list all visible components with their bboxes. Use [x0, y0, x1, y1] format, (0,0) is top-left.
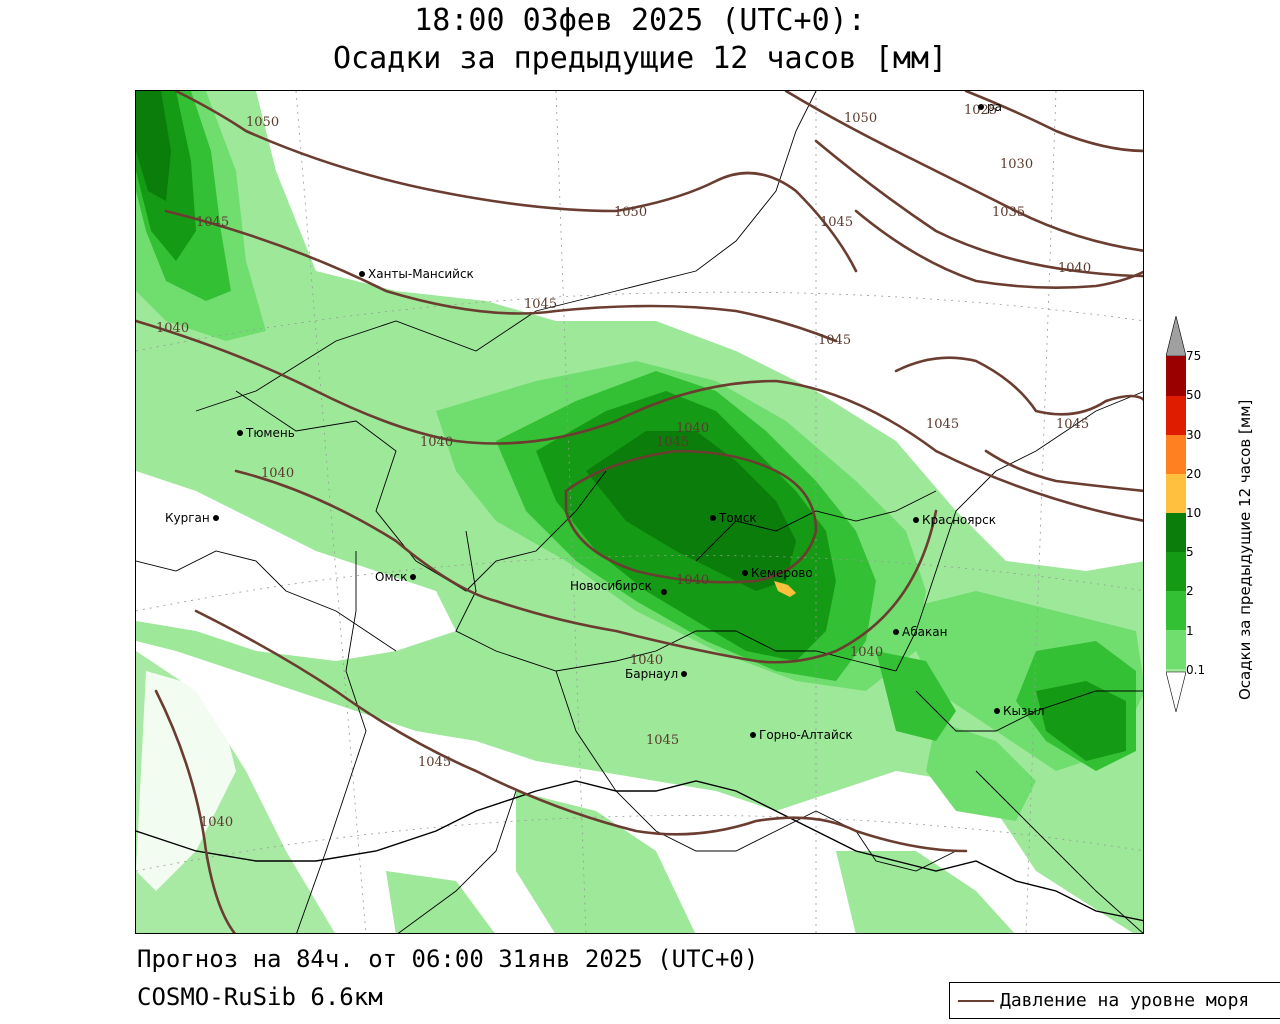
isobar-label: 1040	[630, 653, 664, 668]
city-kyzyl: Кызыл	[994, 703, 1045, 718]
city-omsk: Омск	[372, 569, 417, 584]
city-dot	[410, 573, 417, 580]
legend-tick: 10	[1186, 506, 1202, 520]
city-dot	[994, 707, 1000, 714]
city-dot	[212, 514, 219, 521]
city-dot	[710, 514, 716, 521]
city-kemerovo: Кемерово	[742, 565, 813, 580]
city-name: Курган	[165, 510, 210, 525]
city-name: Красноярск	[922, 512, 996, 527]
model-name: COSMO-RuSib 6.6км	[137, 983, 383, 1011]
legend-label: Осадки за предыдущие 12 часов [мм]	[1236, 399, 1254, 700]
pressure-legend: Давление на уровне моря	[949, 982, 1280, 1019]
city-dot	[681, 670, 688, 677]
city-barnaul: Барнаул	[622, 666, 688, 681]
city-dot	[750, 731, 756, 738]
isobar-label: 1045	[524, 297, 558, 312]
isobar-label: 1050	[844, 111, 878, 126]
legend-75	[1166, 356, 1186, 396]
city-name: Омск	[375, 569, 408, 584]
legend-tick: 2	[1186, 584, 1194, 598]
city-name: Ханты-Мансийск	[368, 266, 474, 281]
isobar-label: 1035	[992, 205, 1026, 220]
city-gorno-altaysk: Горно-Алтайск	[750, 727, 853, 742]
city-name: Тюмень	[246, 425, 295, 440]
graticule	[136, 91, 1143, 933]
legend-5	[1166, 552, 1186, 591]
legend-tick: 1	[1186, 624, 1194, 638]
city-name: Абакан	[902, 624, 948, 639]
forecast-info: Прогноз на 84ч. от 06:00 31янв 2025 (UTC…	[137, 945, 759, 973]
isobar-label: 1045	[656, 435, 690, 450]
city-dot	[978, 103, 984, 110]
city-krasnoyarsk: Красноярск	[913, 512, 996, 527]
city-dot	[237, 429, 243, 436]
precip-layer-10mm	[136, 91, 796, 591]
legend-10	[1166, 513, 1186, 552]
legend-tick: 0.1	[1186, 663, 1206, 677]
isobar-line-sample	[958, 1000, 994, 1002]
legend-tick: 5	[1186, 545, 1194, 559]
isobar-label: 1050	[246, 115, 280, 130]
city-name: Барнаул	[625, 666, 679, 681]
map-canvas	[136, 91, 1143, 933]
isobar-label: 1045	[1056, 417, 1090, 432]
isobar-label: 1030	[1000, 157, 1034, 172]
city-tomsk: Томск	[710, 510, 757, 525]
city-name: Томск	[719, 510, 757, 525]
city-tyumen: Тюмень	[237, 425, 295, 440]
legend-2	[1166, 591, 1186, 630]
isobar-label: 1040	[156, 321, 190, 336]
city-dot	[913, 516, 919, 523]
legend-tick: 50	[1186, 388, 1202, 402]
city-abakan: Абакан	[893, 624, 947, 639]
city-dot	[359, 270, 365, 277]
isobars	[136, 91, 1143, 933]
city-name: Кызыл	[1003, 703, 1045, 718]
map-title: 18:00 03фев 2025 (UTC+0):	[414, 3, 866, 38]
isobar-label: 1040	[1058, 261, 1092, 276]
city-dot	[893, 628, 899, 635]
city-name: Кемерово	[751, 565, 813, 580]
pressure-legend-label: Давление на уровне моря	[1000, 990, 1250, 1011]
isobar-label: 1040	[676, 421, 710, 436]
isobar-label: 1025	[964, 103, 998, 118]
legend-1	[1166, 630, 1186, 669]
isobar-label: 1045	[646, 733, 680, 748]
city-name: Новосибирск	[570, 578, 652, 593]
isobar-label: 1050	[614, 205, 648, 220]
national-border	[136, 780, 1143, 922]
city-partial-label: ра	[978, 99, 1002, 114]
legend-20	[1166, 474, 1186, 513]
precip-layer-20mm	[774, 581, 796, 597]
city-novosibirsk: Новосибирск	[567, 578, 652, 593]
isobar-label: 1045	[196, 215, 230, 230]
legend-0-1	[1166, 669, 1186, 672]
legend-tick: 30	[1186, 428, 1202, 442]
city-name: Горно-Алтайск	[759, 727, 853, 742]
isobar-label: 1045	[418, 755, 452, 770]
legend-tick: 75	[1186, 349, 1202, 363]
legend-30	[1166, 435, 1186, 474]
legend-50	[1166, 396, 1186, 435]
city-name: ра	[987, 99, 1002, 114]
city-khanty-mansiysk: Ханты-Мансийск	[359, 266, 474, 281]
precipitation-map: 1050 1045 1040 1040 1050 1045 1040 1045 …	[135, 90, 1144, 934]
city-dot	[661, 589, 667, 595]
map-subtitle: Осадки за предыдущие 12 часов [мм]	[332, 41, 948, 76]
isobar-label: 1040	[420, 435, 454, 450]
legend-over-75	[1166, 316, 1186, 357]
legend-tick: 20	[1186, 467, 1202, 481]
precip-color-legend	[1166, 316, 1186, 712]
isobar-label: 1045	[818, 333, 852, 348]
legend-below	[1166, 671, 1186, 712]
city-dot	[742, 569, 748, 576]
city-kurgan: Курган	[162, 510, 219, 525]
isobar-label: 1040	[200, 815, 234, 830]
isobar-label: 1045	[926, 417, 960, 432]
isobar-label: 1040	[676, 573, 710, 588]
isobar-label: 1040	[261, 466, 295, 481]
isobar-label: 1040	[850, 645, 884, 660]
isobar-label: 1045	[820, 215, 854, 230]
